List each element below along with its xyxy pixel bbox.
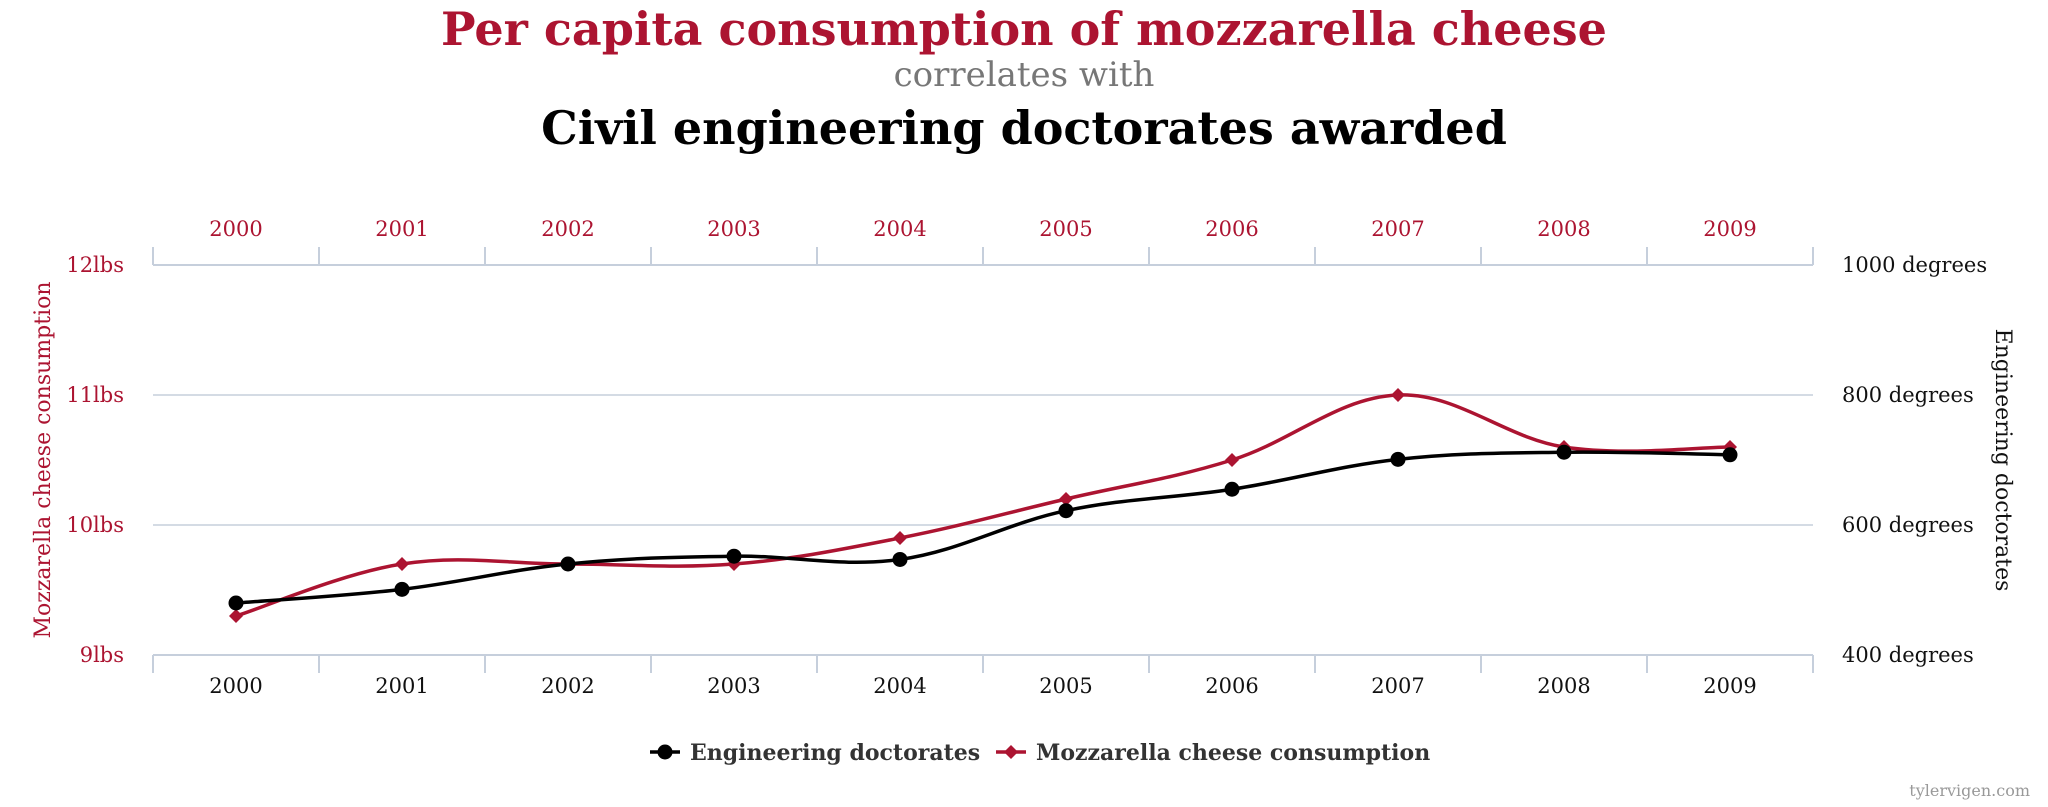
- x-tick-label-top: 2003: [707, 217, 760, 241]
- data-point-engineering[interactable]: [726, 548, 742, 564]
- y-right-tick-label: 600 degrees: [1842, 513, 1974, 537]
- x-tick-label-top: 2000: [209, 217, 262, 241]
- x-tick-label-bottom: 2000: [209, 674, 262, 698]
- series-line-engineering: [235, 450, 1731, 605]
- legend-label-engineering[interactable]: Engineering doctorates: [690, 740, 980, 766]
- chart-subtitle: correlates with: [894, 55, 1155, 95]
- legend-label-mozzarella[interactable]: Mozzarella cheese consumption: [1036, 740, 1430, 766]
- y-left-tick-label: 9lbs: [80, 643, 124, 667]
- data-point-mozzarella[interactable]: [893, 531, 907, 545]
- x-tick-label-top: 2008: [1537, 217, 1590, 241]
- x-tick-label-top: 2006: [1205, 217, 1258, 241]
- x-tick-label-top: 2009: [1703, 217, 1756, 241]
- data-point-engineering[interactable]: [1058, 503, 1074, 519]
- y-right-tick-label: 1000 degrees: [1842, 253, 1987, 277]
- y-left-tick-label: 11lbs: [66, 383, 124, 407]
- y-left-axis-title: Mozzarella cheese consumption: [31, 281, 56, 638]
- x-tick-label-bottom: 2003: [707, 674, 760, 698]
- y-right-tick-label: 800 degrees: [1842, 383, 1974, 407]
- data-point-engineering[interactable]: [1390, 451, 1406, 467]
- x-tick-label-bottom: 2008: [1537, 674, 1590, 698]
- y-right-tick-label: 400 degrees: [1842, 643, 1974, 667]
- x-tick-label-top: 2005: [1039, 217, 1092, 241]
- data-point-engineering[interactable]: [1556, 444, 1572, 460]
- x-tick-label-bottom: 2001: [375, 674, 428, 698]
- data-point-mozzarella[interactable]: [395, 557, 409, 571]
- chart-title: Per capita consumption of mozzarella che…: [441, 2, 1607, 56]
- chart-title-2: Civil engineering doctorates awarded: [541, 101, 1507, 155]
- y-left-tick-label: 12lbs: [66, 253, 124, 277]
- data-point-engineering[interactable]: [560, 556, 576, 572]
- data-point-engineering[interactable]: [228, 595, 244, 611]
- plot-area: 2000 2001 2002 2003 2004 2005 2006 2007 2008 2009…: [31, 217, 2015, 766]
- data-point-mozzarella[interactable]: [1225, 453, 1239, 467]
- x-tick-label-bottom: 2007: [1371, 674, 1424, 698]
- x-tick-label-top: 2001: [375, 217, 428, 241]
- y-right-axis-title: Engineering doctorates: [1990, 329, 2015, 592]
- data-point-mozzarella[interactable]: [1059, 492, 1073, 506]
- data-point-engineering[interactable]: [1722, 447, 1738, 463]
- x-tick-label-top: 2002: [541, 217, 594, 241]
- x-tick-label-bottom: 2002: [541, 674, 594, 698]
- x-tick-label-bottom: 2005: [1039, 674, 1092, 698]
- x-tick-label-bottom: 2009: [1703, 674, 1756, 698]
- data-point-engineering[interactable]: [394, 581, 410, 597]
- data-point-engineering[interactable]: [1224, 481, 1240, 497]
- y-left-tick-label: 10lbs: [66, 513, 124, 537]
- data-point-engineering[interactable]: [892, 551, 908, 567]
- data-point-mozzarella[interactable]: [1391, 388, 1405, 402]
- credit-text[interactable]: tylervigen.com: [1909, 781, 2030, 800]
- x-tick-label-top: 2004: [873, 217, 926, 241]
- legend-marker-mozzarella[interactable]: [1004, 745, 1018, 759]
- x-tick-label-bottom: 2004: [873, 674, 926, 698]
- x-tick-label-top: 2007: [1371, 217, 1424, 241]
- series-line-mozzarella: [235, 393, 1731, 618]
- x-tick-label-bottom: 2006: [1205, 674, 1258, 698]
- legend-marker-engineering[interactable]: [657, 744, 673, 760]
- data-point-mozzarella[interactable]: [229, 609, 243, 623]
